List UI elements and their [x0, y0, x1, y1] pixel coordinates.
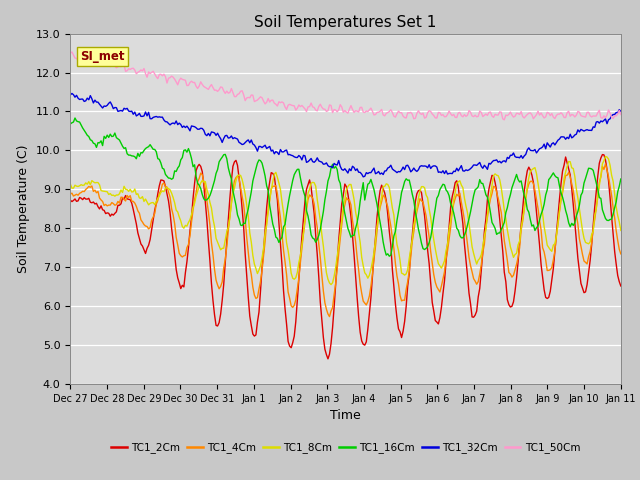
Legend: TC1_2Cm, TC1_4Cm, TC1_8Cm, TC1_16Cm, TC1_32Cm, TC1_50Cm: TC1_2Cm, TC1_4Cm, TC1_8Cm, TC1_16Cm, TC1… — [107, 438, 584, 457]
Y-axis label: Soil Temperature (C): Soil Temperature (C) — [17, 144, 30, 273]
X-axis label: Time: Time — [330, 409, 361, 422]
Text: SI_met: SI_met — [80, 50, 125, 63]
Title: Soil Temperatures Set 1: Soil Temperatures Set 1 — [255, 15, 436, 30]
